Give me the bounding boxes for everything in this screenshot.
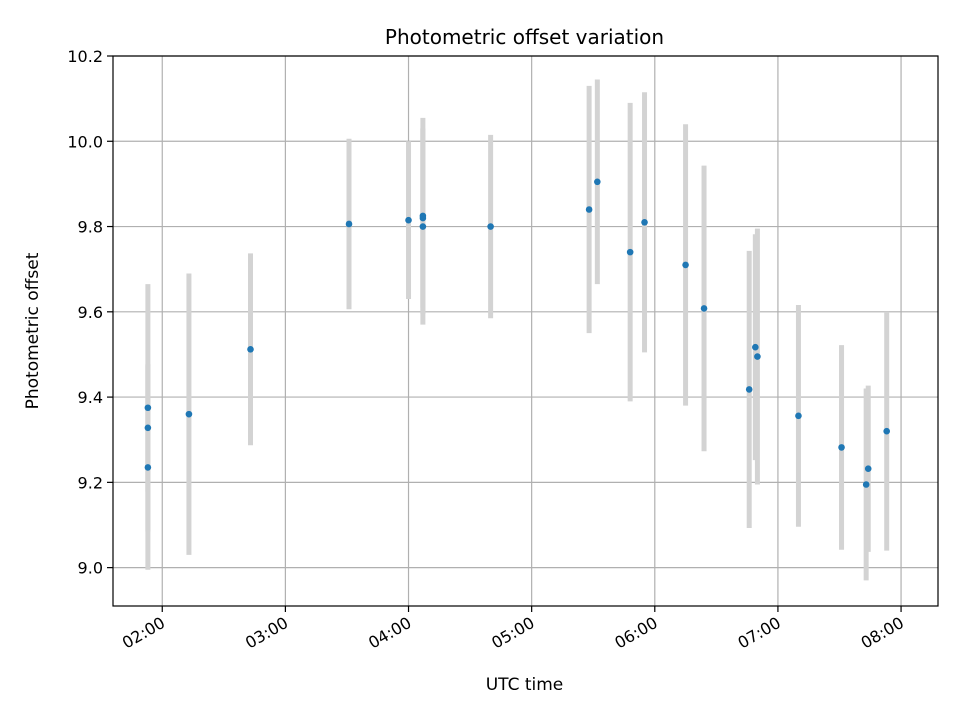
- y-tick-label: 10.2: [67, 47, 103, 66]
- x-axis-label: UTC time: [486, 675, 564, 695]
- data-point: [700, 305, 708, 312]
- y-tick-label: 9.2: [78, 473, 103, 492]
- y-tick-label: 9.4: [78, 388, 103, 407]
- data-point: [594, 178, 601, 186]
- y-axis-label: Photometric offset: [23, 252, 43, 409]
- data-point: [754, 353, 761, 360]
- data-point: [419, 214, 427, 222]
- y-tick-label: 9.8: [78, 218, 103, 237]
- data-point: [345, 220, 353, 228]
- data-point: [682, 261, 689, 269]
- data-point: [144, 464, 152, 471]
- data-point: [419, 223, 427, 230]
- data-point: [838, 444, 845, 451]
- plot-frame: [112, 55, 939, 607]
- data-point: [185, 410, 193, 418]
- data-point: [144, 424, 152, 432]
- y-axis-ticks: 9.0 9.2 9.4 9.6 9.8 10.0 10.2: [67, 47, 113, 578]
- data-point: [752, 343, 759, 351]
- data-point: [745, 386, 753, 393]
- data-point: [585, 206, 593, 213]
- data-point: [864, 465, 872, 473]
- data-point: [144, 404, 152, 412]
- data-point: [641, 218, 648, 226]
- y-tick-label: 9.6: [78, 303, 103, 322]
- data-point: [795, 412, 802, 420]
- data-point: [405, 216, 412, 224]
- data-point: [862, 481, 870, 488]
- chart-title: Photometric offset variation: [385, 25, 664, 49]
- data-point: [247, 346, 254, 353]
- data-point: [883, 427, 890, 435]
- data-point: [626, 248, 634, 256]
- y-tick-label: 10.0: [67, 132, 103, 151]
- data-point: [487, 223, 494, 230]
- data-points: [144, 178, 890, 488]
- y-tick-label: 9.0: [78, 559, 103, 578]
